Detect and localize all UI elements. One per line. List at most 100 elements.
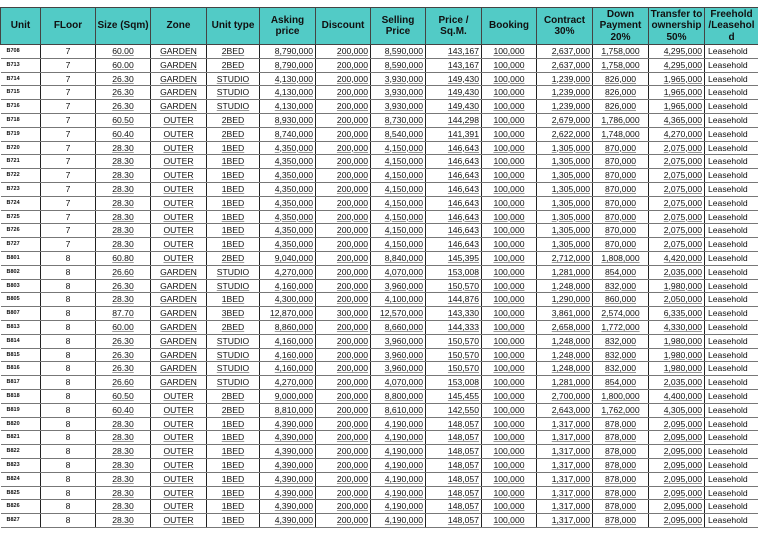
- cell[interactable]: 4,390,000: [259, 513, 316, 528]
- cell[interactable]: 26.60: [95, 375, 151, 390]
- column-header[interactable]: Freehold /Leasehold: [704, 7, 758, 45]
- cell[interactable]: 7: [40, 44, 96, 59]
- cell[interactable]: 4,270,000: [259, 375, 316, 390]
- cell[interactable]: 148,057: [425, 444, 482, 459]
- cell[interactable]: 145,395: [425, 251, 482, 266]
- cell[interactable]: B823: [0, 458, 41, 473]
- cell[interactable]: 148,057: [425, 486, 482, 501]
- cell[interactable]: B725: [0, 210, 41, 225]
- cell[interactable]: Leasehold: [704, 127, 758, 142]
- cell[interactable]: 1BED: [206, 154, 260, 170]
- cell[interactable]: Leasehold: [704, 444, 758, 459]
- cell[interactable]: 4,070,000: [370, 265, 426, 280]
- cell[interactable]: 200,000: [315, 348, 371, 363]
- cell[interactable]: 826,000: [592, 72, 649, 87]
- cell[interactable]: 300,000: [315, 306, 371, 321]
- cell[interactable]: 1,305,000: [536, 237, 593, 252]
- cell[interactable]: 8: [40, 513, 96, 528]
- cell[interactable]: 1,305,000: [536, 141, 593, 156]
- cell[interactable]: B715: [0, 85, 41, 101]
- cell[interactable]: 8,790,000: [259, 58, 316, 73]
- cell[interactable]: Leasehold: [704, 223, 758, 239]
- cell[interactable]: 100,000: [481, 306, 537, 321]
- cell[interactable]: 8,740,000: [259, 127, 316, 142]
- cell[interactable]: 4,330,000: [648, 320, 705, 335]
- cell[interactable]: 1,281,000: [536, 375, 593, 390]
- cell[interactable]: 200,000: [315, 85, 371, 101]
- cell[interactable]: Leasehold: [704, 513, 758, 528]
- cell[interactable]: 1,980,000: [648, 334, 705, 349]
- cell[interactable]: Leasehold: [704, 320, 758, 335]
- cell[interactable]: 100,000: [481, 237, 537, 252]
- cell[interactable]: 4,350,000: [259, 154, 316, 170]
- cell[interactable]: Leasehold: [704, 306, 758, 321]
- cell[interactable]: 8: [40, 417, 96, 432]
- cell[interactable]: 100,000: [481, 99, 537, 114]
- cell[interactable]: 146,643: [425, 210, 482, 225]
- cell[interactable]: GARDEN: [150, 44, 207, 59]
- cell[interactable]: B805: [0, 292, 41, 308]
- cell[interactable]: 100,000: [481, 196, 537, 211]
- cell[interactable]: 1BED: [206, 472, 260, 487]
- cell[interactable]: 143,167: [425, 58, 482, 73]
- cell[interactable]: 100,000: [481, 210, 537, 225]
- cell[interactable]: GARDEN: [150, 85, 207, 101]
- cell[interactable]: 28.30: [95, 486, 151, 501]
- cell[interactable]: 100,000: [481, 127, 537, 142]
- cell[interactable]: Leasehold: [704, 251, 758, 266]
- cell[interactable]: GARDEN: [150, 348, 207, 363]
- cell[interactable]: 150,570: [425, 334, 482, 349]
- cell[interactable]: 4,130,000: [259, 85, 316, 101]
- column-header[interactable]: Down Payment 20%: [592, 7, 649, 45]
- cell[interactable]: 4,190,000: [370, 486, 426, 501]
- cell[interactable]: Leasehold: [704, 182, 758, 197]
- cell[interactable]: 2,095,000: [648, 513, 705, 528]
- cell[interactable]: Leasehold: [704, 499, 758, 515]
- cell[interactable]: OUTER: [150, 182, 207, 197]
- cell[interactable]: 60.50: [95, 389, 151, 404]
- cell[interactable]: 146,643: [425, 196, 482, 211]
- cell[interactable]: OUTER: [150, 168, 207, 183]
- cell[interactable]: 1BED: [206, 486, 260, 501]
- cell[interactable]: 100,000: [481, 375, 537, 390]
- cell[interactable]: 12,870,000: [259, 306, 316, 321]
- cell[interactable]: 28.30: [95, 292, 151, 308]
- cell[interactable]: 832,000: [592, 348, 649, 363]
- cell[interactable]: 7: [40, 85, 96, 101]
- cell[interactable]: 8: [40, 348, 96, 363]
- cell[interactable]: STUDIO: [206, 334, 260, 349]
- cell[interactable]: 8,790,000: [259, 44, 316, 59]
- cell[interactable]: GARDEN: [150, 72, 207, 87]
- cell[interactable]: 142,550: [425, 403, 482, 418]
- cell[interactable]: 148,057: [425, 513, 482, 528]
- cell[interactable]: 8: [40, 403, 96, 418]
- cell[interactable]: 60.40: [95, 403, 151, 418]
- cell[interactable]: 60.00: [95, 44, 151, 59]
- cell[interactable]: 4,350,000: [259, 196, 316, 211]
- cell[interactable]: GARDEN: [150, 265, 207, 280]
- cell[interactable]: 878,000: [592, 430, 649, 446]
- cell[interactable]: STUDIO: [206, 361, 260, 377]
- cell[interactable]: 145,455: [425, 389, 482, 404]
- cell[interactable]: 8,730,000: [370, 113, 426, 128]
- cell[interactable]: B721: [0, 154, 41, 170]
- cell[interactable]: 200,000: [315, 417, 371, 432]
- cell[interactable]: 826,000: [592, 99, 649, 114]
- cell[interactable]: B820: [0, 417, 41, 432]
- cell[interactable]: 28.30: [95, 430, 151, 446]
- cell[interactable]: 8: [40, 279, 96, 294]
- cell[interactable]: 8: [40, 389, 96, 404]
- cell[interactable]: 7: [40, 58, 96, 73]
- cell[interactable]: 1,772,000: [592, 320, 649, 335]
- cell[interactable]: 2,075,000: [648, 237, 705, 252]
- cell[interactable]: 200,000: [315, 58, 371, 73]
- cell[interactable]: 4,130,000: [259, 72, 316, 87]
- cell[interactable]: 4,270,000: [259, 265, 316, 280]
- cell[interactable]: 8: [40, 486, 96, 501]
- cell[interactable]: OUTER: [150, 113, 207, 128]
- cell[interactable]: 200,000: [315, 513, 371, 528]
- cell[interactable]: OUTER: [150, 458, 207, 473]
- cell[interactable]: 28.30: [95, 499, 151, 515]
- cell[interactable]: 200,000: [315, 430, 371, 446]
- cell[interactable]: 4,160,000: [259, 361, 316, 377]
